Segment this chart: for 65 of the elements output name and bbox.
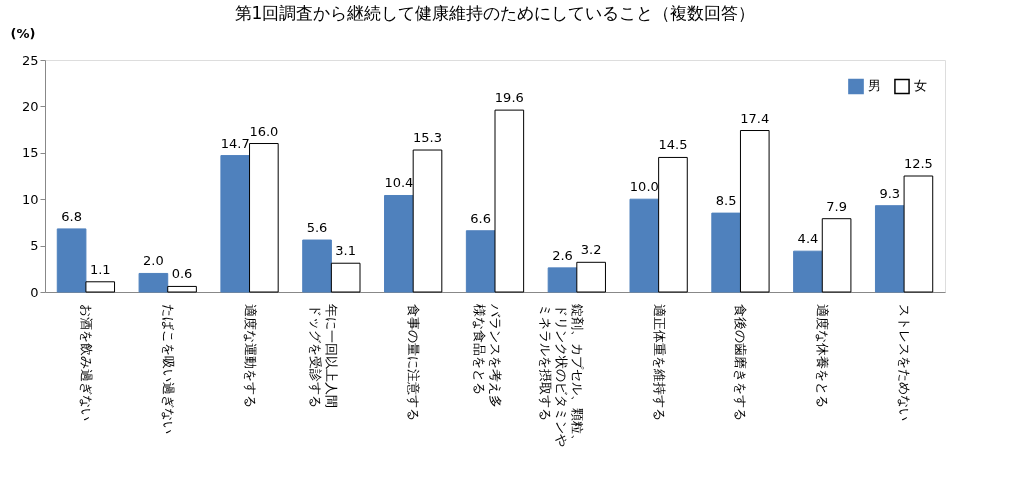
bar — [821, 218, 852, 293]
bar — [739, 130, 770, 293]
text: 3.2 — [580, 242, 602, 258]
bar — [384, 194, 414, 293]
text: 10.4 — [384, 175, 414, 191]
bar — [330, 262, 361, 293]
bar — [576, 261, 606, 293]
x-tick-label: 適正体重を維持する — [651, 304, 667, 421]
x-tick-label: 食事の量に注意する — [406, 304, 422, 421]
x-tick-label: バランスを考え多様な食品をとる — [472, 303, 503, 408]
bar — [547, 267, 578, 293]
text: 2.6 — [552, 247, 573, 263]
x-tick-label: 錠剤、カプセル、顆粒、ドリンク状のビタミンやミネラルを摂取する — [537, 304, 585, 447]
text: 10.0 — [629, 179, 659, 195]
x-tick-label: 食後の歯磨きをする — [733, 304, 749, 421]
text: 1.1 — [89, 261, 111, 277]
bar — [412, 149, 443, 293]
x-tick-label: 年に一回以上人間ドッグを受診する — [308, 304, 340, 408]
bar — [220, 155, 251, 293]
bar — [629, 198, 660, 293]
bar — [249, 143, 279, 293]
text: 14.5 — [658, 137, 688, 153]
bar — [56, 228, 87, 293]
text: 5.6 — [306, 220, 328, 236]
legend-label: 男 — [868, 78, 881, 94]
y-tick-label: 10 — [21, 191, 39, 207]
y-tick-label: 15 — [21, 145, 39, 161]
bar — [85, 281, 116, 293]
bar — [711, 212, 741, 293]
bar — [302, 239, 332, 293]
text: 0.6 — [171, 266, 193, 282]
y-axis-title: (%) — [10, 25, 36, 41]
x-tick-label: たばこを吸い過ぎない — [160, 304, 176, 434]
text: 8.5 — [715, 193, 737, 209]
chart-title: 第1回調査から継続して健康維持のためにしていること（複数回答） — [234, 3, 756, 23]
x-tick-label: ストレスをためない — [897, 304, 913, 421]
text: 4.4 — [797, 231, 819, 247]
text: 17.4 — [740, 110, 770, 126]
y-tick-label: 0 — [30, 284, 39, 300]
x-tick-label: 適度な休養をとる — [815, 304, 831, 408]
text: 9.3 — [879, 185, 901, 201]
x-tick-label: 適度な運動をする — [242, 304, 258, 408]
bar — [793, 250, 823, 293]
text: 12.5 — [903, 156, 933, 171]
text: 14.7 — [220, 135, 250, 151]
legend-label: 女 — [914, 78, 927, 94]
y-tick-label: 20 — [21, 98, 39, 114]
text: 16.0 — [249, 123, 279, 139]
text: 7.9 — [826, 198, 847, 214]
text: 19.6 — [494, 90, 524, 106]
y-tick-label: 5 — [30, 238, 39, 254]
x-tick-label: お酒を飲み過ぎない — [78, 304, 94, 421]
bar — [903, 175, 934, 293]
y-tick-label: 25 — [21, 52, 39, 68]
text: 15.3 — [413, 130, 442, 146]
text: 6.8 — [61, 208, 82, 224]
bar — [167, 285, 197, 293]
text: 3.1 — [335, 243, 357, 259]
text: 2.0 — [143, 253, 164, 269]
bar — [465, 230, 496, 293]
bar — [874, 205, 905, 293]
bar — [138, 272, 169, 293]
bar — [658, 156, 688, 293]
bar — [494, 109, 525, 293]
text: 6.6 — [470, 210, 492, 226]
